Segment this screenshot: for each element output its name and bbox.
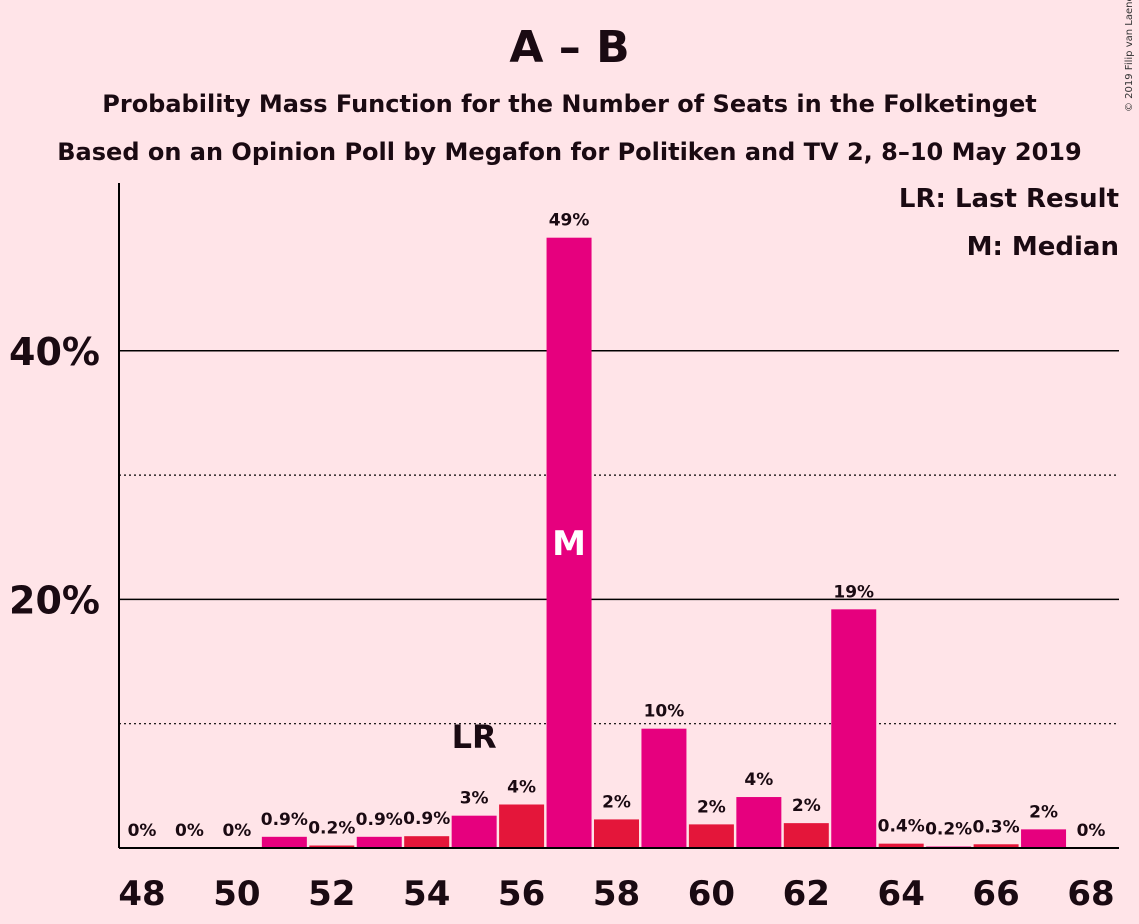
bar-seats-66 — [973, 844, 1019, 848]
bar-value-label: 0% — [222, 821, 251, 841]
bar-value-label: 0.3% — [973, 817, 1020, 837]
bar-seats-52 — [309, 845, 355, 848]
x-tick-label: 60 — [688, 874, 735, 914]
x-tick-label: 62 — [783, 874, 830, 914]
x-tick-label: 68 — [1067, 874, 1114, 914]
chart-title: A – B — [509, 22, 630, 73]
x-tick-label: 50 — [213, 874, 260, 914]
x-tick-label: 58 — [593, 874, 640, 914]
y-tick-label: 40% — [9, 330, 100, 374]
bar-seats-56 — [499, 804, 545, 848]
bar-value-label: 0.9% — [356, 810, 403, 830]
legend-median: M: Median — [966, 232, 1119, 262]
bar-seats-54 — [404, 836, 450, 848]
bar-seats-57 — [546, 237, 592, 848]
bar-seats-53 — [356, 836, 402, 848]
x-tick-label: 56 — [498, 874, 545, 914]
bar-value-label: 0.4% — [878, 817, 925, 837]
bar-value-label: 2% — [1029, 802, 1058, 822]
y-tick-label: 20% — [9, 578, 100, 622]
bar-value-label: 4% — [507, 777, 536, 797]
bar-seats-55 — [451, 815, 497, 848]
bar-value-label: 2% — [697, 797, 726, 817]
bar-value-label: 0.9% — [403, 809, 450, 829]
x-tick-label: 64 — [878, 874, 925, 914]
bar-value-label: 0.9% — [261, 810, 308, 830]
bar-value-label: 0.2% — [308, 819, 355, 839]
last-result-marker: LR — [452, 718, 497, 756]
bar-value-label: 3% — [460, 789, 489, 809]
bar-value-label: 2% — [602, 792, 631, 812]
bar-value-label: 10% — [644, 702, 685, 722]
bar-seats-51 — [261, 836, 307, 848]
bar-value-label: 0% — [1077, 821, 1106, 841]
bar-seats-59 — [641, 728, 687, 848]
bar-seats-67 — [1021, 829, 1067, 848]
legend-last-result: LR: Last Result — [898, 184, 1119, 214]
bar-value-label: 0% — [128, 821, 157, 841]
bar-value-label: 0% — [175, 821, 204, 841]
bar-seats-63 — [831, 609, 877, 848]
bar-value-label: 4% — [744, 770, 773, 790]
x-tick-label: 66 — [972, 874, 1019, 914]
bar-seats-61 — [736, 797, 782, 848]
bar-value-label: 2% — [792, 796, 821, 816]
bar-seats-58 — [594, 819, 639, 848]
median-marker: M — [552, 524, 586, 564]
x-tick-label: 48 — [118, 874, 165, 914]
bar-seats-62 — [783, 823, 829, 848]
chart-source-line: Based on an Opinion Poll by Megafon for … — [57, 138, 1082, 166]
bar-seats-64 — [878, 843, 924, 848]
bar-value-label: 0.2% — [925, 820, 972, 840]
chart-subtitle: Probability Mass Function for the Number… — [102, 90, 1037, 118]
bar-seats-60 — [688, 824, 734, 848]
x-tick-label: 54 — [403, 874, 450, 914]
bar-value-label: 19% — [833, 582, 874, 602]
x-tick-label: 52 — [308, 874, 355, 914]
bar-value-label: 49% — [549, 211, 590, 231]
